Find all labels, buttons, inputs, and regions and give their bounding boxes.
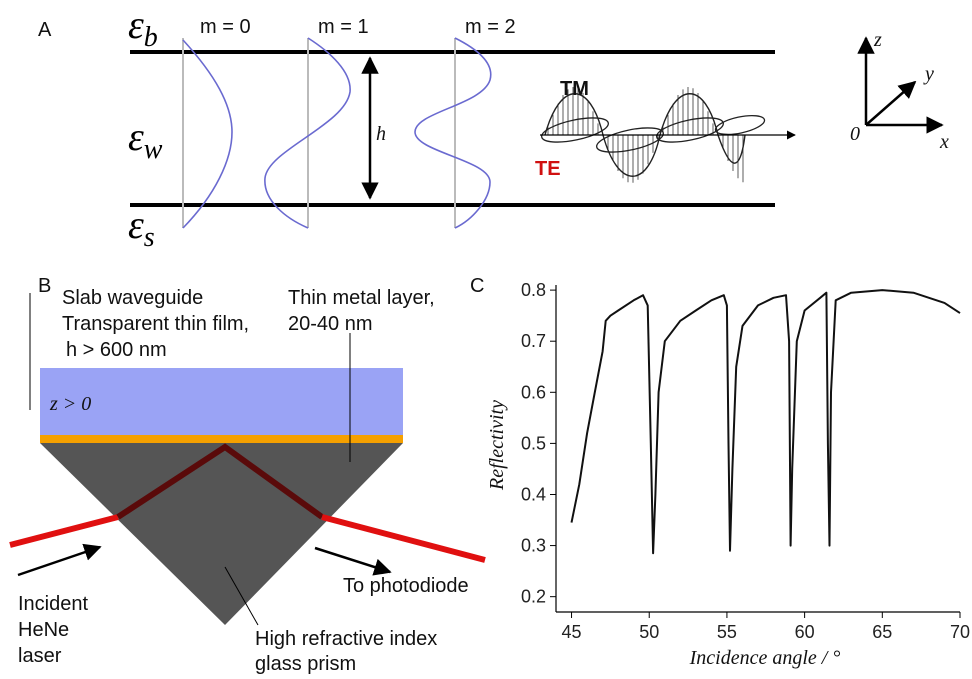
medium-label: εw: [128, 114, 163, 165]
label: Incident: [18, 593, 88, 615]
x-tick-label: 60: [795, 622, 815, 642]
coordinate-axes: [857, 36, 944, 134]
te-label: TE: [535, 158, 561, 180]
y-tick-label: 0.8: [521, 280, 546, 300]
x-tick-label: 50: [639, 622, 659, 642]
axis-label: y: [923, 63, 934, 85]
x-tick-label: 55: [717, 622, 737, 642]
x-tick-label: 45: [562, 622, 582, 642]
mode-label: m = 2: [465, 16, 516, 38]
label: z > 0: [49, 393, 91, 415]
y-tick-label: 0.3: [521, 536, 546, 556]
reflectivity-curve: [570, 289, 961, 555]
x-tick-label: 65: [872, 622, 892, 642]
laser-inside: [116, 443, 324, 520]
metal-layer: [40, 435, 403, 443]
y-tick-label: 0.7: [521, 331, 546, 351]
y-tick-label: 0.6: [521, 382, 546, 402]
y-tick-label: 0.5: [521, 433, 546, 453]
x-tick-label: 70: [950, 622, 970, 642]
label: Transparent thin film,: [62, 313, 249, 335]
axis-label: x: [939, 131, 949, 153]
prism: [40, 443, 403, 625]
leader: [224, 566, 259, 626]
panel-c: C Incidence angle / ° Reflectivity 0.2 0.…: [470, 275, 970, 669]
y-tick-label: 0.2: [521, 587, 546, 607]
thickness-label: h: [376, 123, 386, 145]
tm-label: TM: [560, 78, 589, 100]
label: glass prism: [255, 653, 356, 675]
label: High refractive index: [255, 628, 437, 650]
medium-label: εb: [128, 2, 158, 53]
laser-in: [9, 514, 119, 548]
label: 20-40 nm: [288, 313, 373, 335]
label: HeNe: [18, 619, 69, 641]
arrow: [314, 546, 392, 576]
panel-label: B: [38, 275, 51, 297]
axis-label: z: [873, 29, 882, 51]
panel-a: A εb εw εs m = 0 m = 1 m = 2 h TM TE z y…: [38, 2, 949, 253]
mode-label: m = 1: [318, 16, 369, 38]
label: h > 600 nm: [66, 339, 167, 361]
laser-out: [321, 514, 486, 563]
y-axis-label: Reflectivity: [486, 400, 508, 491]
y-tick-label: 0.4: [521, 484, 546, 504]
medium-label: εs: [128, 202, 155, 253]
label: To photodiode: [343, 575, 469, 597]
label: laser: [18, 645, 62, 667]
x-axis-label: Incidence angle / °: [689, 647, 841, 669]
mode-axes: [182, 38, 456, 228]
axis-label: 0: [850, 123, 860, 145]
panel-label: C: [470, 275, 484, 297]
wave: [540, 87, 796, 183]
mode-profiles: [182, 37, 492, 229]
panel-b: B Slab waveguide Transparent thin film, …: [9, 275, 486, 675]
arrow: [17, 543, 102, 577]
waveguide: [40, 368, 403, 435]
label: Thin metal layer,: [288, 287, 435, 309]
label: Slab waveguide: [62, 287, 203, 309]
panel-label: A: [38, 19, 52, 41]
mode-label: m = 0: [200, 16, 251, 38]
